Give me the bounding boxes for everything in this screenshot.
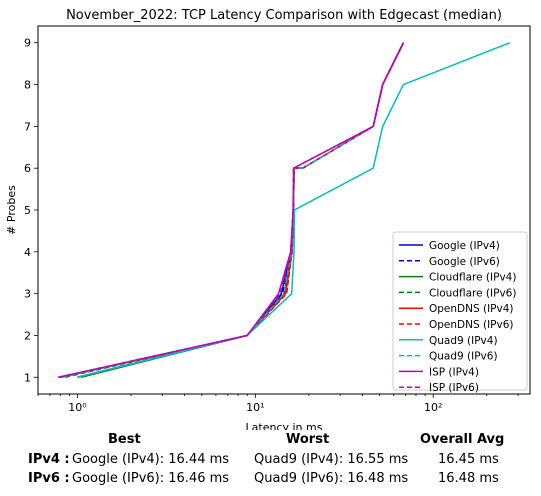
series-line-quad9-ipv6 <box>61 42 405 379</box>
legend-label: ISP (IPv6) <box>429 382 479 394</box>
legend-label: Quad9 (IPv4) <box>429 335 498 347</box>
avg-ipv6: 16.48 ms <box>438 471 499 486</box>
series-line-isp-ipv4 <box>58 42 405 379</box>
legend-box <box>392 231 528 391</box>
series-line-isp-ipv6 <box>58 42 405 379</box>
series-line-cloudflare-ipv6 <box>64 42 405 379</box>
x-tick-label: 10⁰ <box>68 401 87 414</box>
row-label-ipv6: IPv6 : <box>28 471 70 486</box>
best-ipv6: Google (IPv6): 16.46 ms <box>72 471 230 486</box>
avg-ipv4: 16.45 ms <box>438 452 499 467</box>
x-ticks: 10⁰ 10¹ 10² <box>37 394 519 414</box>
series-line-google-ipv6 <box>60 42 405 379</box>
y-tick-label: 9 <box>24 37 31 50</box>
x-tick-label: 10¹ <box>246 401 264 414</box>
header-overall-avg: Overall Avg <box>420 432 505 447</box>
legend-label: Cloudflare (IPv6) <box>429 287 516 299</box>
y-ticks: 1 2 3 4 5 6 7 8 9 <box>24 37 38 384</box>
worst-ipv6: Quad9 (IPv6): 16.48 ms <box>254 471 409 486</box>
header-worst: Worst <box>286 432 330 447</box>
y-tick-label: 5 <box>24 204 31 217</box>
legend-label: OpenDNS (IPv4) <box>429 303 514 315</box>
y-tick-label: 8 <box>24 79 31 92</box>
y-tick-label: 2 <box>24 329 31 342</box>
legend-label: OpenDNS (IPv6) <box>429 319 514 331</box>
y-tick-label: 6 <box>24 162 31 175</box>
legend-label: Google (IPv6) <box>429 256 500 268</box>
row-label-ipv4: IPv4 : <box>28 452 70 467</box>
legend-label: Google (IPv4) <box>429 240 500 252</box>
y-tick-label: 3 <box>24 288 31 301</box>
y-tick-label: 4 <box>24 246 31 259</box>
plot-lines <box>58 42 511 379</box>
y-tick-label: 1 <box>24 371 31 384</box>
header-best: Best <box>108 432 141 447</box>
legend-label: Cloudflare (IPv4) <box>429 272 516 284</box>
series-line-cloudflare-ipv4 <box>81 42 405 378</box>
series-line-google-ipv4 <box>77 42 405 378</box>
x-axis-label: Latency in ms <box>246 421 323 430</box>
chart-title: November_2022: TCP Latency Comparison wi… <box>66 8 502 23</box>
worst-ipv4: Quad9 (IPv4): 16.55 ms <box>254 452 409 467</box>
latency-chart: November_2022: TCP Latency Comparison wi… <box>5 8 531 430</box>
y-axis-label: # Probes <box>5 185 18 235</box>
summary-table: Best Worst Overall Avg IPv4 : Google (IP… <box>0 430 541 496</box>
legend-label: Quad9 (IPv6) <box>429 351 498 363</box>
series-line-opendns-ipv6 <box>61 42 405 379</box>
x-tick-label: 10² <box>424 401 442 414</box>
best-ipv4: Google (IPv4): 16.44 ms <box>72 452 230 467</box>
legend: Google (IPv4) Google (IPv6) Cloudflare (IP… <box>392 231 528 394</box>
series-line-opendns-ipv4 <box>77 42 405 378</box>
series-line-quad9-ipv4 <box>77 42 511 378</box>
legend-label: ISP (IPv4) <box>429 366 479 378</box>
y-tick-label: 7 <box>24 120 31 133</box>
